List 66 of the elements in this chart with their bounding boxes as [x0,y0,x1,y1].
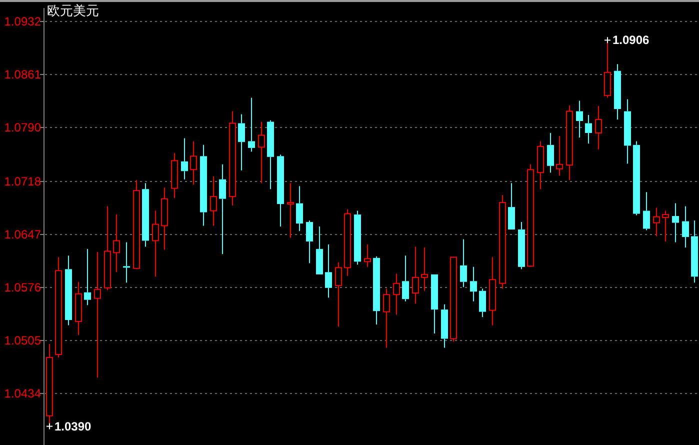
annotation: 1.0390 [54,419,92,434]
candlestick [84,248,91,306]
candlestick [161,187,168,250]
candlestick [470,266,477,302]
candlestick [393,273,400,316]
candlestick [190,140,197,186]
candlestick [412,246,419,304]
candlestick [94,251,101,378]
annotation: 1.0906 [612,33,650,48]
candlestick [75,281,82,336]
candlestick [508,182,515,230]
y-tick-label: 1.0790 [4,120,42,134]
candlestick [277,154,284,227]
candlestick [113,214,120,273]
candlestick [316,226,323,274]
candlestick [479,288,486,318]
candlestick [682,206,689,248]
y-tick-label: 1.0505 [4,334,42,348]
candlestick [431,274,438,334]
candlestick [200,144,207,226]
candlestick [181,138,188,180]
y-tick-label: 1.0861 [4,68,42,82]
candlestick [364,244,371,268]
candlestick [248,97,255,152]
candlestick [672,202,679,243]
candlestick [171,152,178,199]
candlestick [210,176,217,226]
candlestick [229,110,236,206]
candlestick [383,288,390,348]
candlestick [460,238,467,288]
candlestick [287,182,294,238]
candlestick [152,210,159,278]
candlestick [576,100,583,138]
candlestick [489,256,496,326]
candlestick [402,255,409,302]
candlestick [643,192,650,231]
candlestick [566,104,573,181]
candlestick [585,114,592,144]
candlestick [65,255,72,326]
candlestick [258,121,265,184]
candlestick [624,98,631,164]
candlestick [633,140,640,216]
candlestick [614,64,621,120]
candlestick [547,132,554,174]
chart-title: 欧元美元 [47,3,99,18]
candlestick [653,207,660,237]
candlestick [142,182,149,248]
candlestick [296,186,303,232]
candlestick [373,256,380,326]
candlestick [441,304,448,348]
candlestick [219,164,226,255]
candlestick [123,242,130,284]
candlestick [537,140,544,190]
candlestick [267,120,274,190]
y-tick-label: 1.0576 [4,280,42,294]
y-tick-label: 1.0647 [4,228,42,242]
candlestick [325,244,332,298]
candlestick [354,210,361,266]
candlestick [306,220,313,264]
y-tick-label: 1.0718 [4,174,42,188]
candlestick [421,246,428,292]
candlestick [595,106,602,150]
y-tick-label: 1.0434 [4,386,42,400]
y-tick-label: 1.0932 [4,14,42,28]
candlestick [238,114,245,171]
candlestick [691,220,698,284]
